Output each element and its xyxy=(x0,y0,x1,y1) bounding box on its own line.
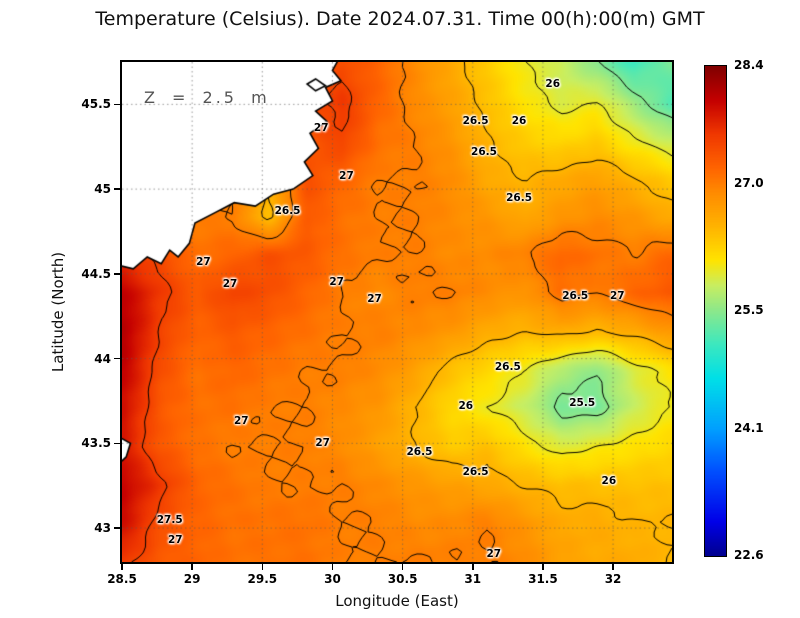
contour-label: 26.5 xyxy=(562,289,589,302)
contour-label: 26.5 xyxy=(462,115,489,128)
contour-label: 27 xyxy=(329,276,344,289)
y-tick-mark xyxy=(114,527,120,529)
contour-label: 27 xyxy=(168,533,183,546)
x-tick-label: 31.5 xyxy=(528,572,558,586)
y-tick-label: 44 xyxy=(94,351,111,366)
colorbar xyxy=(704,65,727,557)
depth-annotation: Z = 2.5 m xyxy=(144,88,270,107)
y-tick-label: 43 xyxy=(94,521,111,536)
contour-label: 26.5 xyxy=(406,445,433,458)
x-tick-mark xyxy=(542,564,544,570)
contour-label: 27 xyxy=(315,437,330,450)
x-tick-label: 31 xyxy=(464,572,482,586)
chart-title: Temperature (Celsius). Date 2024.07.31. … xyxy=(95,8,705,30)
y-tick-label: 45 xyxy=(94,182,111,197)
x-axis-label: Longitude (East) xyxy=(335,592,459,610)
contour-label: 27 xyxy=(486,547,502,560)
y-tick-mark xyxy=(114,273,120,275)
x-tick-label: 29 xyxy=(183,572,201,586)
y-tick-label: 44.5 xyxy=(81,266,111,281)
x-tick-label: 30 xyxy=(324,572,341,586)
contour-label: 26.5 xyxy=(462,466,489,479)
x-tick-label: 28.5 xyxy=(107,572,137,586)
plot-area: 26 26.5 26 26.5 27 27 26.5 26.5 27 27 27 27 26.5 27 26… xyxy=(120,60,674,564)
contour-label: 26 xyxy=(601,474,617,487)
x-tick-mark xyxy=(261,564,264,570)
contour-labels: 26 26.5 26 26.5 27 27 26.5 26.5 27 27 27 27 26.5 27 26… xyxy=(122,62,672,562)
x-tick-mark xyxy=(121,564,123,570)
y-tick-mark xyxy=(114,103,120,106)
contour-label: 25.5 xyxy=(569,396,596,409)
x-tick-mark xyxy=(191,564,193,570)
contour-label: 26.5 xyxy=(471,145,497,158)
colorbar-tick-label: 22.6 xyxy=(734,548,764,562)
contour-label: 26 xyxy=(511,115,527,128)
x-tick-mark xyxy=(612,564,614,570)
x-tick-label: 32 xyxy=(604,572,622,586)
contour-label: 26.5 xyxy=(494,361,521,374)
contour-label: 27 xyxy=(367,293,382,306)
colorbar-tick-label: 25.5 xyxy=(734,303,764,317)
y-tick-mark xyxy=(114,188,120,190)
contour-label: 26 xyxy=(545,78,561,91)
x-tick-mark xyxy=(472,564,474,570)
y-tick-label: 43.5 xyxy=(81,436,111,451)
contour-label: 27 xyxy=(609,289,625,302)
y-tick-mark xyxy=(114,357,120,360)
temperature-heatmap xyxy=(122,62,672,562)
x-tick-mark xyxy=(331,564,334,570)
contour-label: 26.5 xyxy=(274,205,301,218)
contour-label: 26 xyxy=(458,400,474,413)
contour-label: 26.5 xyxy=(506,191,533,204)
y-tick-mark xyxy=(114,442,120,445)
colorbar-tick-label: 27.0 xyxy=(734,176,764,191)
colorbar-tick-label: 28.4 xyxy=(734,58,764,72)
contour-label: 27 xyxy=(339,169,354,182)
contour-label: 27 xyxy=(196,256,211,268)
contour-label: 27 xyxy=(313,122,329,135)
y-tick-label: 45.5 xyxy=(81,97,111,112)
colorbar-tick-label: 24.1 xyxy=(734,421,764,436)
x-tick-mark xyxy=(401,564,404,570)
contour-label: 27 xyxy=(222,278,238,291)
y-axis-label: Latitude (North) xyxy=(49,251,67,373)
contour-label: 27.5 xyxy=(156,513,183,526)
x-tick-label: 30.5 xyxy=(387,572,418,586)
x-tick-label: 29.5 xyxy=(247,572,278,586)
contour-label: 27 xyxy=(233,415,249,428)
